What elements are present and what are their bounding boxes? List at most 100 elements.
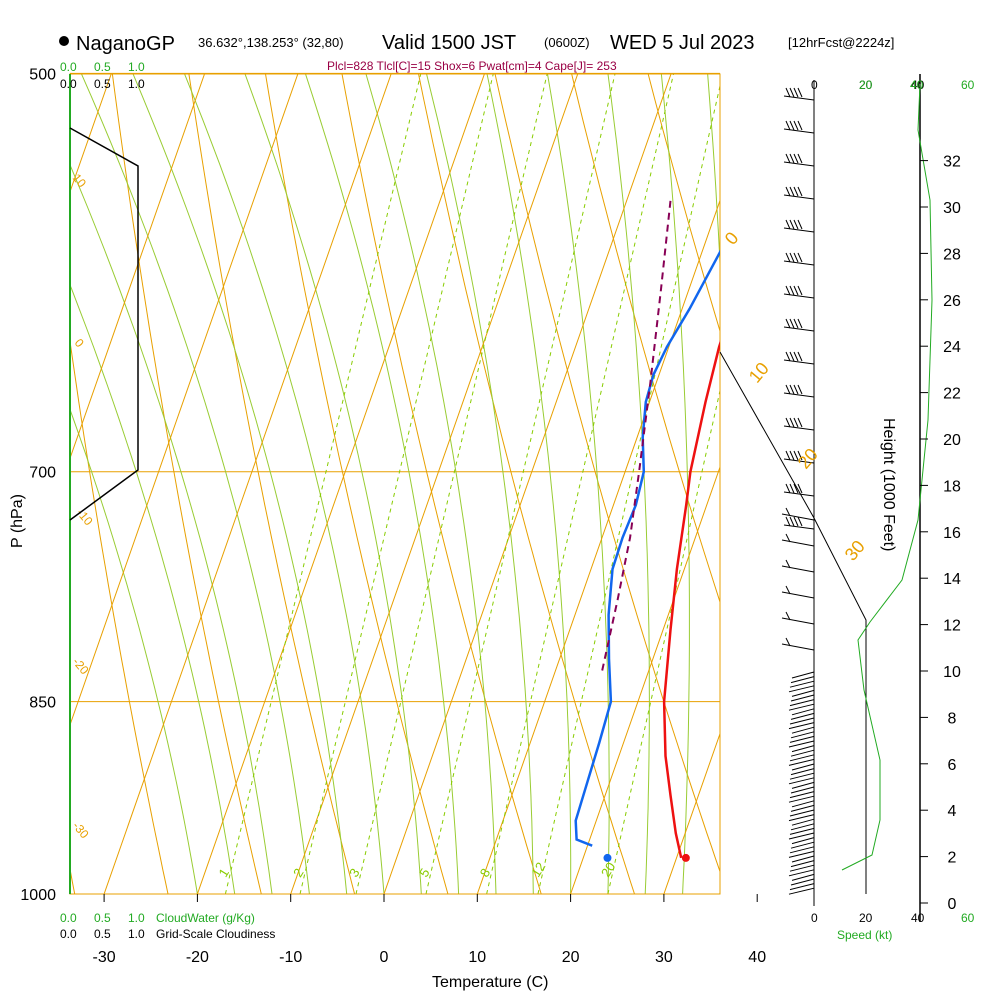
moist-adiabat-line [305, 74, 460, 894]
trace-curves [574, 196, 720, 862]
mixing-ratio-label: 12 [528, 859, 548, 879]
isotherm-line [290, 74, 579, 894]
x-tick-label: 0 [380, 949, 389, 966]
wind-barb [783, 95, 815, 101]
wind-barb-flag [793, 186, 799, 197]
temperature-curve [662, 340, 720, 859]
isotherm-line [70, 74, 112, 194]
wind-barb-flag [793, 417, 799, 428]
wind-barb-flag [797, 285, 803, 296]
parcel-indices: Plcl=828 Tlcl[C]=15 Shox=6 Pwat[cm]=4 Ca… [327, 59, 617, 73]
height-tick-label: 6 [948, 757, 957, 774]
wind-barb [789, 680, 815, 688]
wind-barb-flag [785, 585, 791, 595]
wind-barb-flag [797, 153, 803, 164]
wind-barb [788, 722, 815, 730]
wind-barb-flag [793, 87, 799, 98]
height-tick-label: 0 [948, 896, 957, 913]
wind-barb [783, 293, 815, 299]
moist-adiabat-line [80, 74, 310, 894]
wind-barb [789, 864, 815, 872]
speed-bottom-black-1: 20 [859, 911, 873, 925]
isotherm-label: 30 [841, 536, 869, 564]
cloudiness-profile [69, 127, 139, 521]
cloudiness-label: Grid-Scale Cloudiness [156, 927, 275, 941]
moist-adiabat-line [707, 74, 720, 894]
wind-barb [791, 745, 815, 753]
wind-barb [781, 513, 815, 521]
wind-barb [791, 873, 815, 881]
wind-barb [788, 777, 815, 785]
speed-profile-green [841, 83, 933, 871]
dry-adiabat-line [418, 74, 635, 894]
wind-barb [791, 818, 815, 826]
dry-adiabat-label: 10 [70, 171, 90, 190]
wind-barb-flag [797, 450, 803, 461]
cloudiness-top-2: 1.0 [128, 77, 145, 91]
x-tick-label: -30 [93, 949, 116, 966]
wind-barb [781, 565, 815, 573]
isotherm-label: 10 [745, 358, 773, 386]
x-tick-label: 20 [562, 949, 580, 966]
wind-barb-flag [793, 318, 799, 329]
wind-barb-flag [785, 252, 791, 263]
height-tick-label: 20 [943, 432, 961, 449]
wind-barb [790, 712, 815, 720]
height-tick-label: 14 [943, 571, 961, 588]
height-tick-label: 24 [943, 339, 961, 356]
x-axis-label: Temperature (C) [432, 974, 548, 991]
isotherm-line [103, 74, 392, 894]
wind-barb-flag [785, 450, 791, 461]
isotherm-line [383, 74, 672, 894]
station-name: NaganoGP [76, 33, 175, 55]
wind-barb [790, 694, 815, 702]
wind-barb [788, 740, 815, 748]
cloudiness-bottom-2: 1.0 [128, 927, 145, 941]
y-axis-label: P (hPa) [9, 494, 26, 548]
wind-barb-flag [785, 637, 791, 647]
moist-adiabat-line [607, 74, 650, 894]
height-tick-label: 2 [948, 850, 957, 867]
height-tick-label: 4 [948, 803, 957, 820]
cloudiness-top-1: 0.5 [94, 77, 111, 91]
wind-barb-flag [785, 384, 791, 395]
wind-barb [791, 689, 815, 697]
cloudwater-bottom-0: 0.0 [60, 911, 77, 925]
wind-barb [783, 128, 815, 134]
wind-barb [783, 326, 815, 332]
wind-barb-flag [789, 219, 795, 230]
moist-adiabat-line [426, 74, 534, 894]
wind-barb-flag [785, 318, 791, 329]
wind-barb-flag [785, 611, 791, 621]
wind-barb [781, 591, 815, 599]
wind-barb-flag [797, 252, 803, 263]
x-tick-label: -10 [279, 949, 302, 966]
wind-barb [783, 392, 815, 398]
speed-bottom-black-2: 40 [911, 911, 925, 925]
wind-barb [783, 491, 815, 497]
cloudwater-label: CloudWater (g/Kg) [156, 911, 255, 925]
wind-barb-flag [785, 186, 791, 197]
wind-barb-flag [789, 186, 795, 197]
moist-adiabat-line [70, 163, 273, 894]
surface-temp-point [681, 853, 690, 862]
axis-ticks: 2503004005007008501000-30-20-10010203040… [20, 66, 961, 966]
height-tick-label: 26 [943, 293, 961, 310]
wind-barb-flag [797, 384, 803, 395]
wind-barb [790, 768, 815, 776]
height-tick-label: 18 [943, 478, 961, 495]
mixing-ratio-lines [224, 74, 720, 894]
wind-barb-flag [785, 153, 791, 164]
wind-barb [783, 161, 815, 167]
x-tick-label: 30 [655, 949, 673, 966]
wind-barb-flag [793, 219, 799, 230]
mixing-ratio-label: 20 [598, 859, 618, 879]
speed-top-green-2: 60 [961, 78, 975, 92]
wind-barb [790, 731, 815, 739]
height-tick-label: 8 [948, 710, 957, 727]
wind-barb-flag [797, 483, 803, 494]
wind-barb [790, 860, 815, 868]
dry-adiabat-line [536, 0, 1000, 894]
wind-barb [791, 781, 815, 789]
moist-adiabat-lines [70, 74, 720, 894]
